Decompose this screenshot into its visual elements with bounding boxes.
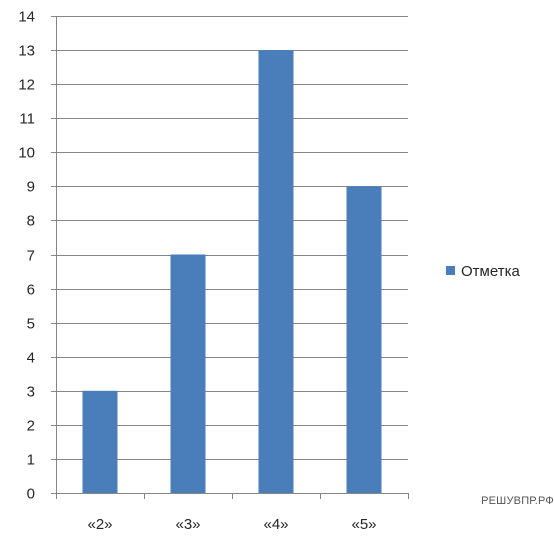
y-tick-label: 11 [19,111,35,128]
x-tick-label: «5» [351,516,376,533]
x-tick-label: «2» [87,516,112,533]
y-tick-label: 1 [27,452,35,469]
y-tick-label: 4 [27,350,35,367]
y-tick-label: 14 [18,9,35,26]
y-tick-label: 5 [27,316,35,333]
y-tick-label: 8 [27,213,35,230]
bar [346,186,382,493]
bar [258,50,294,493]
x-tick-label: «4» [263,516,288,533]
y-tick-label: 9 [27,179,35,196]
bar [82,390,118,493]
legend-label: Отметка [461,263,520,280]
x-tick-label: «3» [175,516,200,533]
y-tick-label: 7 [27,248,35,265]
y-tick-label: 2 [27,418,35,435]
y-tick-label: 6 [27,282,35,299]
bars [82,50,382,493]
axes [56,16,409,499]
legend-swatch [446,266,455,275]
y-tick-label: 13 [18,43,35,60]
y-tick-label: 12 [18,77,35,94]
x-axis-ticks: «2» «3» «4» «5» [87,516,376,533]
bar [170,254,206,493]
gridlines [56,16,408,460]
y-tick-label: 3 [27,384,35,401]
y-tick-label: 0 [27,486,35,503]
watermark: РЕШУВПР.РФ [481,495,554,507]
legend: Отметка [446,263,520,280]
y-tick-label: 10 [18,145,35,162]
